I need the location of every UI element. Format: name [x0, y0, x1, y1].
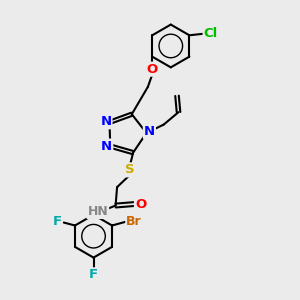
Text: N: N — [101, 140, 112, 153]
Text: O: O — [135, 198, 146, 211]
Text: F: F — [89, 268, 98, 281]
Text: Br: Br — [126, 215, 142, 228]
Text: Cl: Cl — [204, 27, 218, 40]
Text: N: N — [100, 115, 112, 128]
Text: N: N — [144, 125, 155, 138]
Text: F: F — [52, 215, 62, 228]
Text: O: O — [147, 63, 158, 76]
Text: S: S — [125, 164, 134, 176]
Text: HN: HN — [87, 205, 108, 218]
